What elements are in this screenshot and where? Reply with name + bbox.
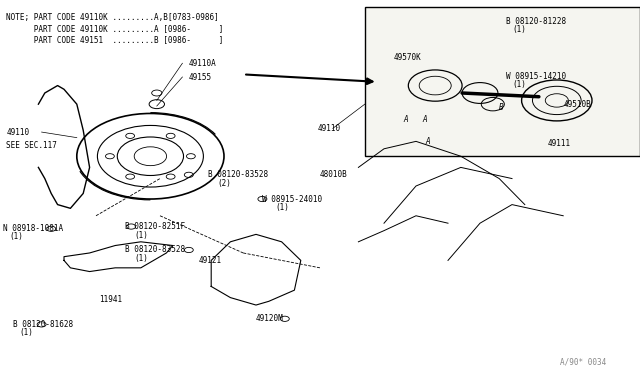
Text: B 08120-81628: B 08120-81628 (13, 320, 73, 329)
Text: 11941: 11941 (99, 295, 122, 304)
Text: N 08918-1081A: N 08918-1081A (3, 224, 63, 233)
Text: 49110: 49110 (6, 128, 29, 137)
Text: (1): (1) (19, 328, 33, 337)
Bar (365, 7, 640, 156)
Text: A: A (426, 137, 430, 146)
Text: B 08120-81228: B 08120-81228 (506, 17, 566, 26)
Text: NOTE; PART CODE 49110K .........A,B[0783-0986]: NOTE; PART CODE 49110K .........A,B[0783… (6, 13, 219, 22)
Text: 49121: 49121 (198, 256, 221, 265)
Text: (2): (2) (218, 179, 232, 187)
Text: 49110: 49110 (318, 124, 341, 133)
Text: 48010B: 48010B (320, 170, 348, 179)
Text: (1): (1) (275, 203, 289, 212)
Text: PART CODE 49110K .........A [0986-      ]: PART CODE 49110K .........A [0986- ] (6, 24, 224, 33)
Text: SEE SEC.117: SEE SEC.117 (6, 141, 57, 150)
Text: (1): (1) (10, 232, 24, 241)
Text: 49110A: 49110A (189, 59, 216, 68)
Text: A/90* 0034: A/90* 0034 (560, 357, 606, 366)
Text: B 08120-8251F: B 08120-8251F (125, 222, 185, 231)
Text: (1): (1) (512, 80, 526, 89)
Text: PART CODE 49151  .........B [0986-      ]: PART CODE 49151 .........B [0986- ] (6, 35, 224, 44)
Text: 49570K: 49570K (394, 53, 421, 62)
Text: A: A (403, 115, 408, 124)
Text: 49120M: 49120M (256, 314, 284, 323)
Text: W 08915-14210: W 08915-14210 (506, 72, 566, 81)
Text: 49155: 49155 (189, 73, 212, 81)
Text: 49111: 49111 (547, 139, 570, 148)
Text: 49510B: 49510B (563, 100, 591, 109)
Text: A: A (422, 115, 427, 124)
Text: B 08120-83528: B 08120-83528 (125, 246, 185, 254)
Text: (1): (1) (134, 231, 148, 240)
Text: W 08915-24010: W 08915-24010 (262, 195, 323, 203)
Text: B 08120-83528: B 08120-83528 (208, 170, 268, 179)
Text: (1): (1) (512, 25, 526, 34)
Text: B: B (499, 103, 504, 112)
Text: (1): (1) (134, 254, 148, 263)
